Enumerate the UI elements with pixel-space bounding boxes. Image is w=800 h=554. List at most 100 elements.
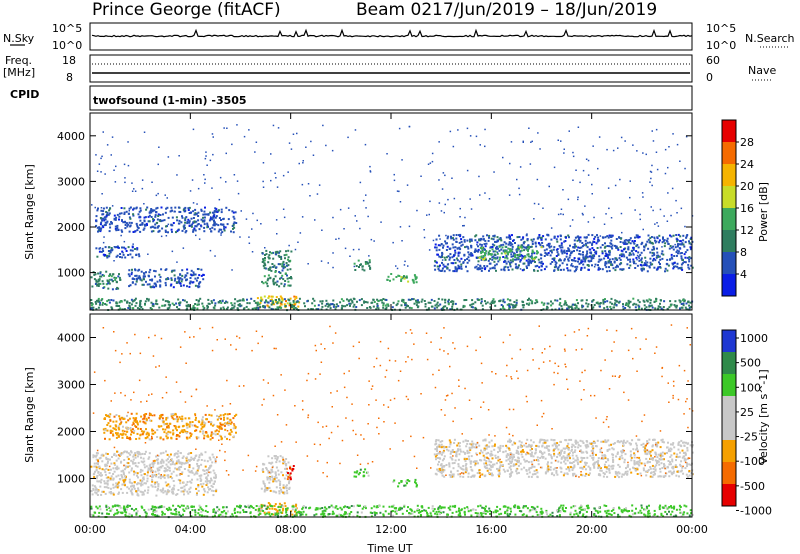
echo-cell — [681, 242, 684, 245]
echo-cell — [197, 285, 200, 288]
echo-cell — [397, 274, 400, 277]
echo-cell — [191, 478, 193, 481]
echo-cell — [200, 427, 203, 430]
echo-cell — [275, 299, 277, 301]
echo-cell — [659, 208, 662, 211]
echo-cell — [206, 469, 209, 472]
echo-cell — [194, 213, 197, 216]
echo-cell — [134, 471, 137, 474]
echo-cell — [600, 258, 603, 261]
echo-cell — [160, 414, 163, 416]
echo-cell — [605, 262, 608, 265]
echo-cell — [136, 465, 139, 468]
echo-cell — [104, 218, 106, 221]
echo-cell — [644, 307, 646, 310]
echo-cell — [513, 441, 515, 444]
echo-cell — [196, 472, 199, 475]
echo-cell — [104, 492, 107, 495]
echo-cell — [405, 275, 408, 278]
echo-cell — [607, 459, 610, 462]
echo-cell — [670, 246, 673, 249]
echo-cell — [482, 439, 485, 442]
echo-cell — [111, 430, 114, 433]
echo-cell — [98, 467, 101, 470]
echo-cell — [421, 298, 424, 301]
echo-cell — [176, 468, 179, 471]
echo-cell — [498, 258, 501, 261]
echo-cell — [256, 301, 259, 304]
echo-cell — [368, 255, 370, 257]
echo-cell — [225, 422, 228, 425]
echo-cell — [173, 463, 176, 466]
echo-cell — [368, 259, 371, 262]
echo-cell — [454, 261, 457, 264]
echo-cell — [125, 250, 128, 252]
echo-cell — [120, 212, 123, 215]
echo-cell — [669, 300, 672, 303]
echo-cell — [178, 473, 181, 476]
echo-cell — [285, 471, 288, 474]
echo-cell — [139, 207, 142, 210]
echo-cell — [611, 258, 614, 261]
echo-cell — [166, 426, 169, 429]
cpid-panel-frame — [89, 85, 693, 111]
echo-cell — [656, 267, 659, 270]
echo-cell — [116, 254, 119, 257]
echo-cell — [149, 278, 152, 281]
echo-cell — [454, 246, 457, 249]
echo-cell — [556, 251, 559, 254]
echo-cell — [193, 227, 196, 230]
echo-cell — [669, 456, 672, 458]
echo-cell — [140, 456, 142, 459]
echo-cell — [623, 242, 626, 245]
echo-cell — [513, 301, 516, 303]
echo-cell — [393, 173, 395, 176]
echo-cell — [194, 284, 197, 287]
colorbar-segment — [722, 120, 736, 142]
echo-cell — [517, 258, 520, 261]
echo-cell — [441, 188, 444, 190]
echo-cell — [470, 252, 473, 255]
echo-cell — [112, 434, 115, 437]
echo-cell — [120, 488, 123, 491]
echo-cell — [576, 249, 579, 252]
echo-cell — [279, 480, 282, 483]
echo-cell — [294, 510, 296, 513]
echo-cell — [178, 280, 180, 283]
echo-cell — [494, 304, 497, 307]
echo-cell — [370, 301, 373, 304]
echo-cell — [231, 143, 233, 146]
echo-cell — [115, 165, 117, 168]
echo-cell — [650, 472, 652, 475]
echo-cell — [490, 237, 493, 240]
echo-cell — [112, 492, 115, 495]
echo-cell — [176, 456, 179, 459]
echo-cell — [556, 456, 559, 458]
echo-cell — [95, 488, 97, 491]
echo-cell — [654, 237, 656, 240]
echo-cell — [480, 256, 483, 259]
echo-cell — [158, 146, 160, 148]
echo-cell — [447, 298, 450, 301]
echo-cell — [629, 196, 631, 199]
echo-cell — [154, 270, 157, 273]
echo-cell — [494, 257, 497, 260]
echo-cell — [179, 301, 182, 304]
echo-cell — [220, 301, 223, 304]
echo-cell — [170, 415, 173, 418]
echo-cell — [136, 421, 139, 424]
echo-cell — [139, 453, 142, 456]
echo-cell — [609, 301, 612, 304]
echo-cell — [208, 480, 211, 483]
echo-cell — [285, 262, 288, 264]
echo-cell — [211, 187, 213, 189]
echo-cell — [168, 306, 171, 309]
echo-cell — [221, 231, 224, 234]
echo-cell — [459, 475, 462, 478]
echo-cell — [141, 452, 144, 455]
echo-cell — [145, 271, 147, 274]
echo-cell — [95, 299, 98, 302]
echo-cell — [213, 472, 216, 475]
echo-cell — [126, 225, 129, 228]
echo-cell — [353, 265, 356, 268]
